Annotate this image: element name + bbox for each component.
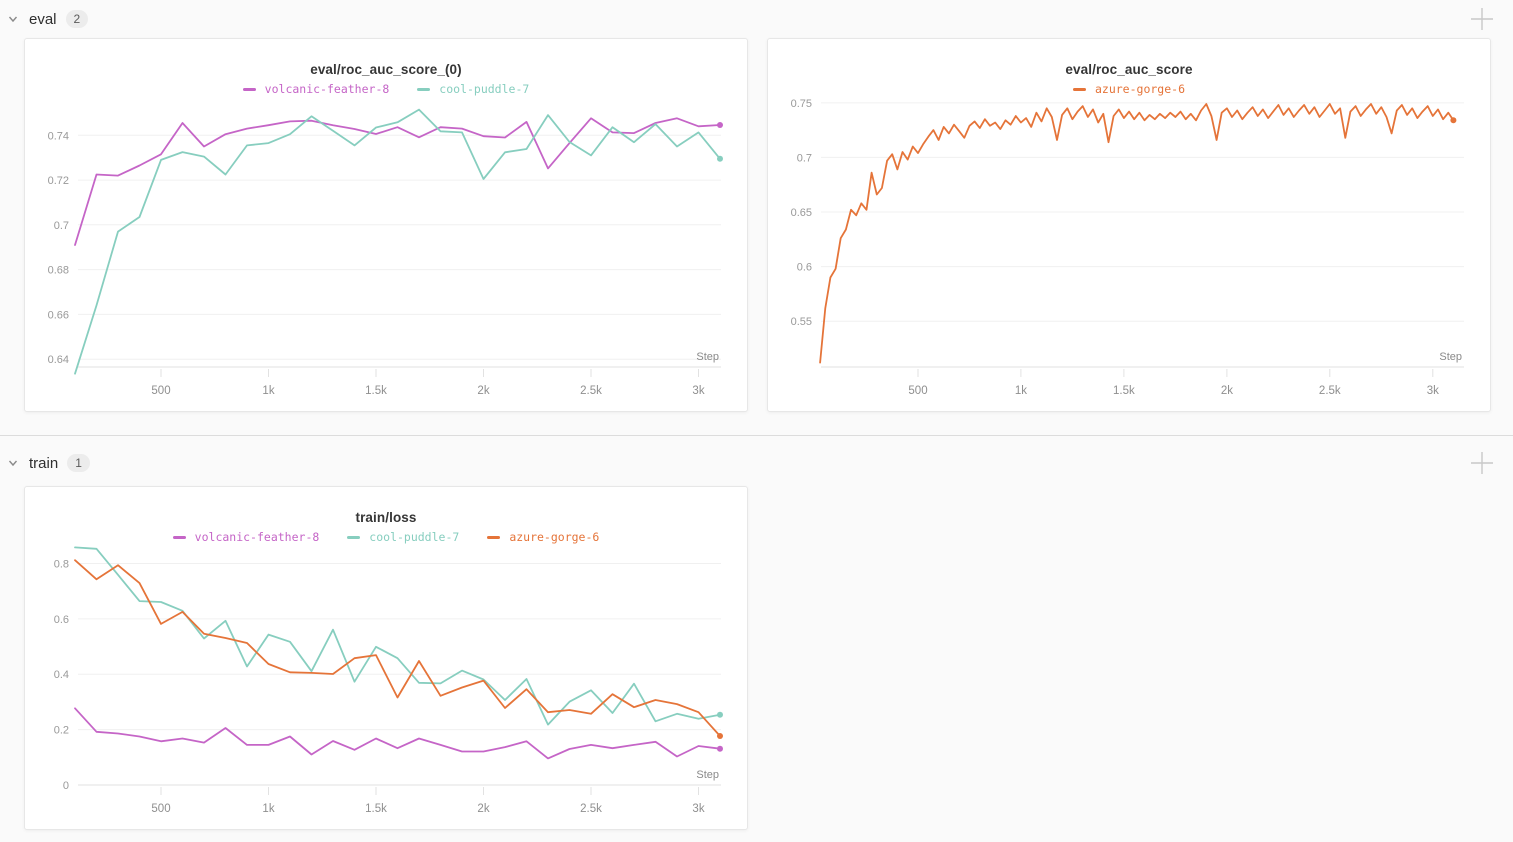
svg-text:0.6: 0.6 — [54, 614, 69, 626]
svg-text:1.5k: 1.5k — [1113, 385, 1135, 397]
legend-label: cool-puddle-7 — [439, 82, 530, 96]
svg-text:500: 500 — [151, 803, 170, 815]
legend-label: volcanic-feather-8 — [194, 530, 320, 544]
panel-train-loss[interactable]: 0.8 0.6 0.4 0.2 0 500 1k 1.5k 2k 2.5k 3k Step train… — [24, 486, 748, 830]
svg-text:0.55: 0.55 — [791, 316, 812, 328]
chart-canvas-eval-roc-auc-score[interactable]: 0.75 0.7 0.65 0.6 0.55 500 1k 1.5k 2k 2.5k 3k Step — [768, 39, 1492, 413]
svg-text:2k: 2k — [1221, 385, 1233, 397]
svg-text:Step: Step — [1439, 351, 1462, 363]
chart-legend: volcanic-feather-8 cool-puddle-7 azure-gor… — [25, 530, 747, 544]
svg-text:1.5k: 1.5k — [365, 385, 387, 397]
legend-marker — [347, 535, 361, 539]
legend-item: cool-puddle-7 — [417, 82, 529, 96]
svg-text:0.2: 0.2 — [54, 725, 69, 737]
chevron-down-icon[interactable] — [6, 456, 20, 470]
panel-count-badge: 2 — [65, 10, 89, 28]
legend-item: azure-gorge-6 — [1072, 82, 1185, 96]
train-panel-row: 0.8 0.6 0.4 0.2 0 500 1k 1.5k 2k 2.5k 3k Step train… — [0, 486, 1513, 830]
svg-text:0.7: 0.7 — [54, 220, 69, 232]
svg-text:1k: 1k — [262, 803, 274, 815]
legend-label: azure-gorge-6 — [509, 530, 600, 544]
svg-text:1k: 1k — [262, 385, 274, 397]
legend-label: volcanic-feather-8 — [264, 82, 390, 96]
plus-icon[interactable] — [1467, 4, 1497, 34]
section-title-train: train — [29, 454, 59, 472]
legend-marker — [417, 87, 431, 91]
panel-eval-roc-auc-score-0[interactable]: 0.74 0.72 0.7 0.68 0.66 0.64 500 1k 1.5k 2k 2.5k 3k… — [24, 38, 748, 412]
svg-text:0.4: 0.4 — [54, 669, 69, 681]
chart-legend: azure-gorge-6 — [768, 82, 1490, 96]
legend-label: azure-gorge-6 — [1094, 82, 1185, 96]
svg-text:Step: Step — [696, 351, 719, 363]
svg-text:0.75: 0.75 — [791, 98, 812, 110]
svg-text:2.5k: 2.5k — [580, 385, 602, 397]
svg-text:500: 500 — [908, 385, 927, 397]
svg-text:2k: 2k — [477, 803, 489, 815]
section-title-eval: eval — [29, 10, 57, 28]
svg-text:0.8: 0.8 — [54, 559, 69, 571]
legend-marker — [172, 535, 186, 539]
svg-text:Step: Step — [696, 769, 719, 781]
svg-text:0.66: 0.66 — [48, 309, 69, 321]
chevron-down-icon[interactable] — [6, 12, 20, 26]
svg-text:0.64: 0.64 — [48, 354, 69, 366]
svg-text:0.72: 0.72 — [48, 175, 69, 187]
svg-text:1.5k: 1.5k — [365, 803, 387, 815]
svg-text:3k: 3k — [1427, 385, 1439, 397]
chart-canvas-train-loss[interactable]: 0.8 0.6 0.4 0.2 0 500 1k 1.5k 2k 2.5k 3k Step — [25, 487, 749, 831]
svg-text:3k: 3k — [692, 385, 704, 397]
chart-legend: volcanic-feather-8 cool-puddle-7 — [25, 82, 747, 96]
panel-count-badge: 1 — [67, 454, 90, 472]
svg-text:2.5k: 2.5k — [580, 803, 602, 815]
plus-icon[interactable] — [1467, 448, 1497, 478]
svg-text:2k: 2k — [477, 385, 489, 397]
svg-text:0: 0 — [63, 780, 69, 792]
svg-text:0.7: 0.7 — [797, 152, 812, 164]
legend-marker — [1072, 87, 1086, 91]
chart-title: eval/roc_auc_score — [1065, 62, 1193, 77]
legend-marker — [242, 87, 256, 91]
svg-text:0.6: 0.6 — [797, 262, 812, 274]
panel-eval-roc-auc-score[interactable]: 0.75 0.7 0.65 0.6 0.55 500 1k 1.5k 2k 2.5k 3k Step … — [767, 38, 1491, 412]
svg-text:3k: 3k — [692, 803, 704, 815]
svg-text:500: 500 — [151, 385, 170, 397]
svg-text:0.65: 0.65 — [791, 207, 812, 219]
legend-item: cool-puddle-7 — [347, 530, 459, 544]
svg-text:0.68: 0.68 — [48, 265, 69, 277]
chart-title: eval/roc_auc_score_(0) — [310, 62, 462, 77]
svg-text:0.74: 0.74 — [48, 130, 69, 142]
chart-title: train/loss — [355, 510, 417, 525]
section-header-train: train 1 — [0, 452, 1513, 474]
legend-item: azure-gorge-6 — [487, 530, 599, 544]
legend-label: cool-puddle-7 — [369, 530, 460, 544]
section-divider — [0, 435, 1513, 436]
section-header-eval: eval 2 — [0, 8, 1513, 30]
eval-panel-row: 0.74 0.72 0.7 0.68 0.66 0.64 500 1k 1.5k 2k 2.5k 3k… — [0, 38, 1513, 412]
legend-item: volcanic-feather-8 — [242, 82, 390, 96]
svg-text:1k: 1k — [1015, 385, 1027, 397]
chart-canvas-eval-roc-auc-score-0[interactable]: 0.74 0.72 0.7 0.68 0.66 0.64 500 1k 1.5k 2k 2.5k 3k… — [25, 39, 749, 413]
legend-marker — [487, 535, 501, 539]
legend-item: volcanic-feather-8 — [172, 530, 320, 544]
svg-text:2.5k: 2.5k — [1319, 385, 1341, 397]
